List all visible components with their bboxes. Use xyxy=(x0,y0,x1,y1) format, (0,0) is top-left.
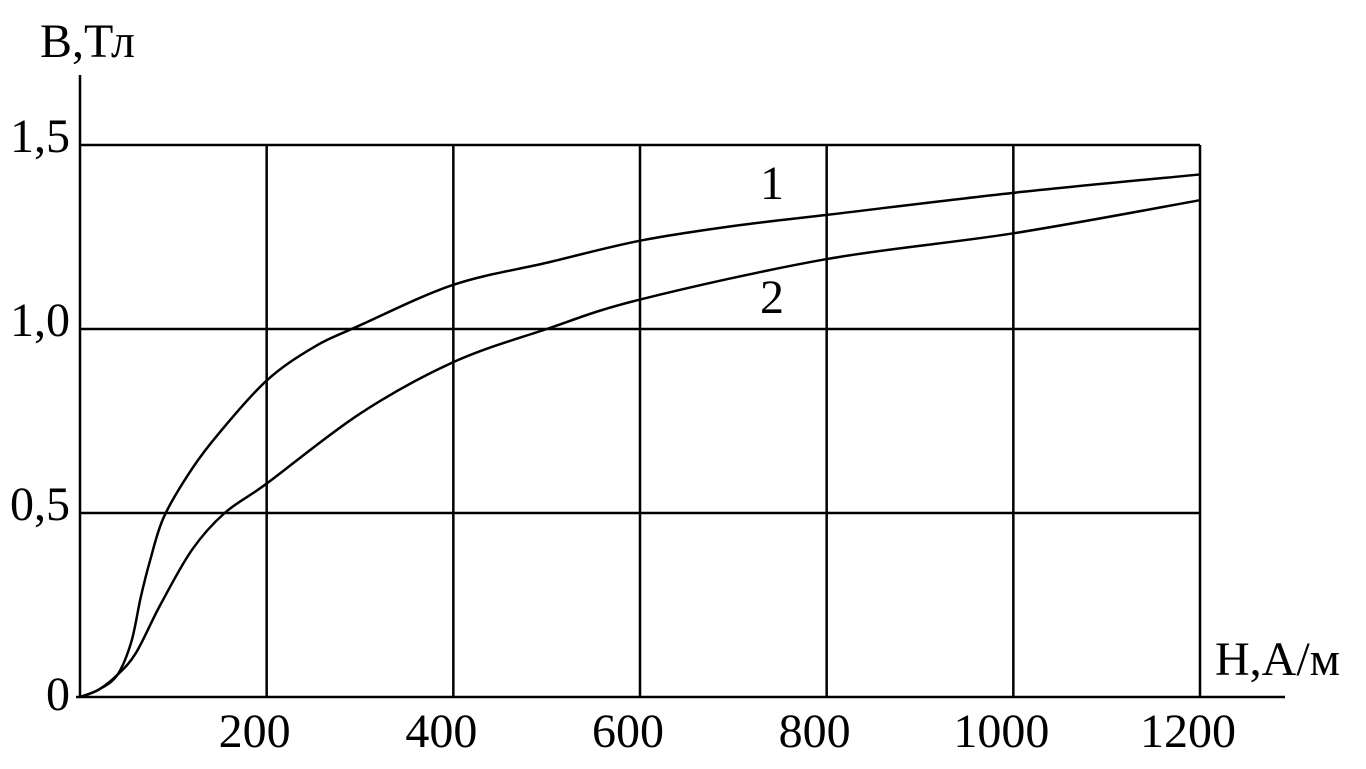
y-tick-label: 1,0 xyxy=(10,294,70,347)
curve xyxy=(79,198,1201,699)
x-tick-label: 600 xyxy=(592,705,664,758)
y-tick-label: 0 xyxy=(46,668,70,721)
x-axis-label: H,A/м xyxy=(1215,633,1340,686)
curve-label: 1 xyxy=(760,157,784,210)
curve-label: 2 xyxy=(760,271,784,324)
x-tick-label: 1000 xyxy=(953,705,1049,758)
y-tick-label: 0,5 xyxy=(10,478,70,531)
y-axis-label: B,Тл xyxy=(40,15,135,68)
x-tick-label: 400 xyxy=(405,705,477,758)
curve xyxy=(79,173,1201,699)
x-tick-label: 1200 xyxy=(1140,705,1236,758)
x-tick-label: 200 xyxy=(219,705,291,758)
y-tick-label: 1,5 xyxy=(10,110,70,163)
x-tick-label: 800 xyxy=(779,705,851,758)
